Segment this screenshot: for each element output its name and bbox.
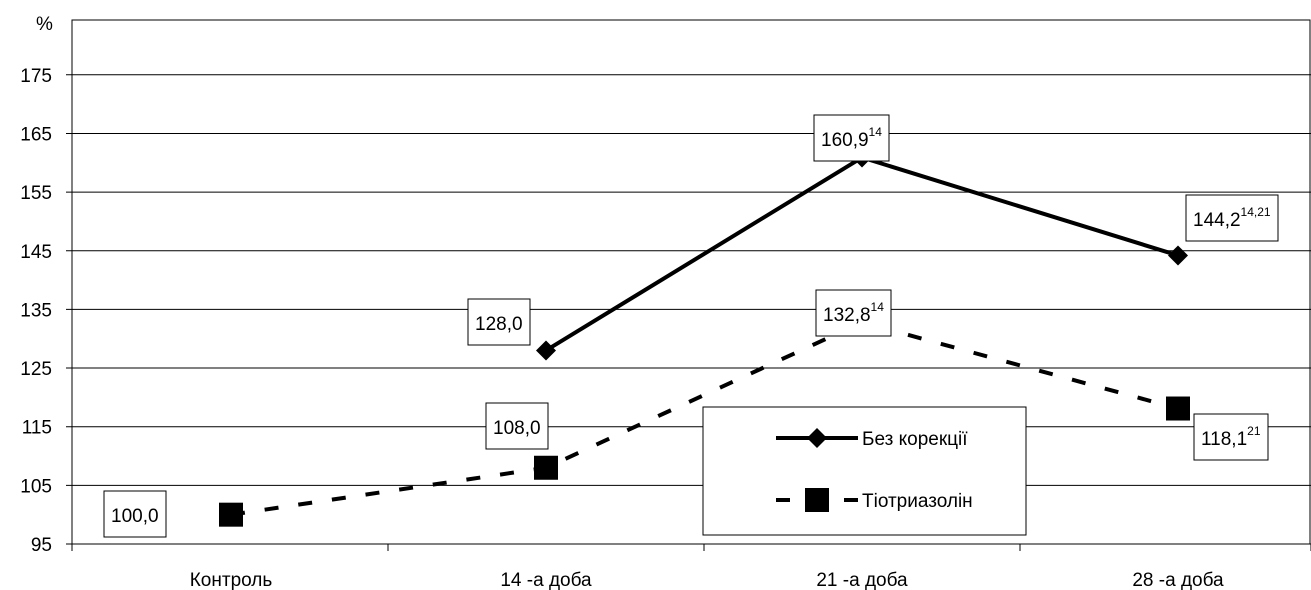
data-label-box <box>103 490 167 538</box>
y-axis-ticks: 95 105 115 125 135 145 155 165 175 <box>20 66 52 556</box>
series-0-marker <box>536 340 556 361</box>
data-label: 100,0 <box>103 490 167 538</box>
data-label-box <box>815 289 892 337</box>
y-axis-label: % <box>36 14 53 35</box>
data-label-box <box>1185 194 1279 242</box>
x-tick-label: 14 -а доба <box>500 570 592 590</box>
series-1-marker <box>1166 396 1190 421</box>
legend-label-1: Тіотриазолін <box>862 491 973 512</box>
y-tick-label: 125 <box>20 359 52 380</box>
data-label: 144,214,21 <box>1185 194 1279 242</box>
y-tick-label: 145 <box>20 242 52 263</box>
data-label-text: 100,0 <box>111 506 159 527</box>
x-axis-ticks: Контроль 14 -а доба 21 -а доба 28 -а доба <box>190 570 1224 590</box>
data-label-text: 160,914 <box>821 125 882 151</box>
y-tick-label: 155 <box>20 183 52 204</box>
data-label: 160,914 <box>813 114 890 162</box>
series-1-marker <box>534 455 558 480</box>
x-tick-label: 28 -а доба <box>1132 570 1224 590</box>
data-label-text: 128,0 <box>475 314 523 335</box>
y-tick-label: 135 <box>20 300 52 321</box>
y-tick-label: 105 <box>20 476 52 497</box>
data-label: 118,121 <box>1193 413 1269 461</box>
data-labels: 128,0 160,914 144,214,21 100,0 108,0 132,814 1… <box>103 114 1279 538</box>
plot-frame <box>71 19 1311 545</box>
data-label: 132,814 <box>815 289 892 337</box>
data-label-text: 108,0 <box>493 418 541 439</box>
data-label: 108,0 <box>485 402 549 450</box>
gridlines <box>66 19 1311 551</box>
x-tick-label: Контроль <box>190 570 273 590</box>
data-label-box <box>485 402 549 450</box>
x-tick-label: 21 -а доба <box>816 570 908 590</box>
series-0-marker <box>1168 245 1188 266</box>
data-label-box <box>467 298 531 346</box>
data-label-box <box>1193 413 1269 461</box>
y-tick-label: 95 <box>31 535 52 556</box>
legend: Без корекції Тіотриазолін <box>702 406 1027 536</box>
y-tick-label: 175 <box>20 66 52 87</box>
legend-marker-0 <box>807 428 827 448</box>
legend-box <box>702 406 1027 536</box>
y-tick-label: 165 <box>20 124 52 145</box>
data-label: 128,0 <box>467 298 531 346</box>
y-tick-label: 115 <box>22 418 52 439</box>
data-label-box <box>813 114 890 162</box>
series-1-marker <box>219 502 243 527</box>
legend-marker-1 <box>805 488 829 512</box>
legend-label-0: Без корекції <box>862 429 968 450</box>
